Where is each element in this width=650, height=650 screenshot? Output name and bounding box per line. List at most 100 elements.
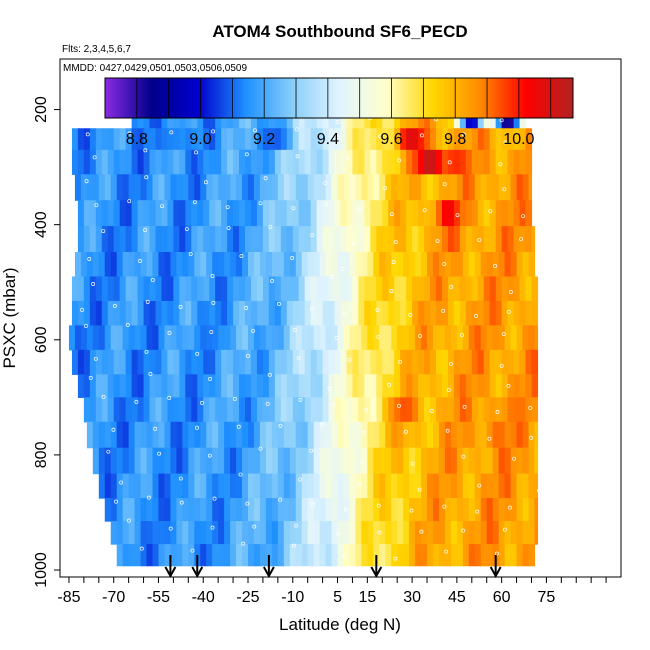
heatmap-cell bbox=[424, 397, 431, 423]
heatmap-cell bbox=[507, 374, 515, 398]
heatmap-cell bbox=[501, 226, 509, 253]
sample-point bbox=[460, 332, 464, 337]
heatmap-cell bbox=[346, 397, 354, 423]
heatmap-cell bbox=[492, 421, 500, 449]
heatmap-cell bbox=[447, 200, 455, 227]
heatmap-cell bbox=[471, 226, 479, 253]
heatmap-cell bbox=[101, 149, 109, 175]
heatmap-cell bbox=[200, 521, 207, 545]
heatmap-cell bbox=[200, 498, 207, 522]
heatmap-cell bbox=[322, 128, 330, 151]
heatmap-cell bbox=[474, 521, 482, 545]
heatmap-cell bbox=[131, 128, 139, 151]
heatmap-cell bbox=[415, 473, 422, 499]
profile-arrow bbox=[370, 555, 383, 579]
heatmap-cell bbox=[316, 374, 324, 398]
heatmap-cell bbox=[453, 300, 461, 326]
sample-point bbox=[503, 140, 508, 145]
sample-point bbox=[200, 400, 204, 405]
heatmap-cell bbox=[498, 447, 506, 475]
heatmap-cell bbox=[489, 226, 497, 253]
heatmap-cell bbox=[424, 226, 431, 253]
heatmap-cell bbox=[152, 473, 160, 499]
heatmap-cell bbox=[233, 397, 240, 423]
heatmap-cell bbox=[528, 473, 536, 499]
heatmap-cell bbox=[418, 226, 425, 253]
heatmap-cell bbox=[498, 325, 506, 351]
heatmap-cell bbox=[185, 149, 192, 175]
profile-arrow bbox=[263, 555, 275, 579]
heatmap-cell bbox=[92, 325, 100, 351]
heatmap-cell bbox=[253, 252, 261, 278]
heatmap-cell bbox=[489, 128, 497, 151]
heatmap-cell bbox=[262, 397, 270, 423]
heatmap-cell bbox=[221, 276, 228, 302]
heatmap-cell bbox=[197, 149, 204, 175]
heatmap-cell bbox=[447, 374, 455, 398]
heatmap-cell bbox=[122, 325, 130, 351]
heatmap-cell bbox=[504, 473, 512, 499]
heatmap-cell bbox=[433, 473, 440, 499]
heatmap-cell bbox=[403, 421, 410, 449]
heatmap-cell bbox=[262, 149, 270, 175]
heatmap-cell bbox=[534, 473, 539, 499]
heatmap-cell bbox=[462, 447, 470, 475]
heatmap-cell bbox=[343, 174, 351, 201]
heatmap-cell bbox=[149, 149, 157, 175]
heatmap-cell bbox=[441, 149, 449, 175]
heatmap-cell bbox=[245, 276, 252, 302]
heatmap-cell bbox=[227, 397, 234, 423]
heatmap-cell bbox=[113, 276, 121, 302]
sample-point bbox=[241, 541, 246, 546]
heatmap-cell bbox=[227, 374, 234, 398]
heatmap-cell bbox=[191, 226, 198, 253]
heatmap-cell bbox=[361, 498, 368, 522]
heatmap-cell bbox=[224, 447, 231, 475]
sample-point bbox=[346, 156, 351, 161]
heatmap-cell bbox=[358, 276, 365, 302]
heatmap-cell bbox=[137, 300, 145, 326]
heatmap-cell bbox=[319, 252, 327, 278]
heatmap-cell bbox=[289, 447, 297, 475]
heatmap-cell bbox=[101, 300, 109, 326]
heatmap-cell bbox=[427, 544, 434, 567]
plot-frame bbox=[59, 58, 622, 578]
sample-point bbox=[335, 120, 340, 125]
heatmap-cell bbox=[212, 544, 219, 567]
y-tick-label: 800 bbox=[33, 441, 50, 468]
heatmap-cell bbox=[265, 498, 273, 522]
heatmap-cell bbox=[113, 300, 121, 326]
heatmap-cell bbox=[221, 349, 228, 375]
heatmap-cell bbox=[227, 349, 234, 375]
heatmap-cell bbox=[289, 544, 297, 567]
sample-point bbox=[252, 524, 257, 529]
sample-point bbox=[343, 507, 348, 512]
heatmap-cell bbox=[322, 149, 330, 175]
heatmap-cell bbox=[161, 128, 169, 151]
heatmap-cell bbox=[373, 325, 380, 351]
sample-point bbox=[192, 200, 197, 205]
heatmap-cell bbox=[253, 421, 261, 449]
sample-point bbox=[360, 459, 364, 464]
heatmap-cell bbox=[352, 200, 360, 227]
heatmap-cell bbox=[161, 149, 169, 175]
heatmap-cell bbox=[185, 374, 192, 398]
heatmap-cell bbox=[409, 544, 416, 567]
heatmap-cell bbox=[528, 325, 536, 351]
heatmap-cell bbox=[459, 374, 467, 398]
sample-point bbox=[169, 130, 174, 135]
heatmap-cell bbox=[134, 174, 142, 201]
heatmap-cell bbox=[316, 128, 324, 151]
heatmap-cell bbox=[504, 498, 512, 522]
heatmap-cell bbox=[265, 473, 273, 499]
heatmap-cell bbox=[358, 349, 365, 375]
heatmap-cell bbox=[221, 397, 228, 423]
heatmap-cell bbox=[516, 252, 524, 278]
heatmap-cell bbox=[379, 498, 386, 522]
heatmap-cell bbox=[250, 276, 258, 302]
heatmap-cell bbox=[128, 252, 136, 278]
heatmap-cell bbox=[295, 325, 303, 351]
heatmap-cell bbox=[268, 226, 276, 253]
heatmap-cell bbox=[334, 226, 342, 253]
heatmap-cell bbox=[480, 447, 488, 475]
